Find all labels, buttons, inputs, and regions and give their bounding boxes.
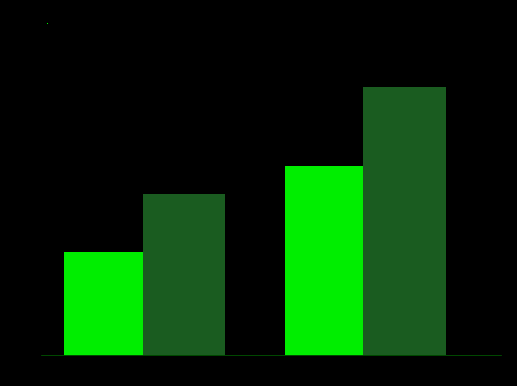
Legend: Female, Male: Female, Male: [47, 22, 53, 26]
Bar: [285, 166, 368, 355]
Bar: [363, 87, 446, 355]
Bar: [143, 194, 225, 355]
Bar: [64, 252, 147, 355]
